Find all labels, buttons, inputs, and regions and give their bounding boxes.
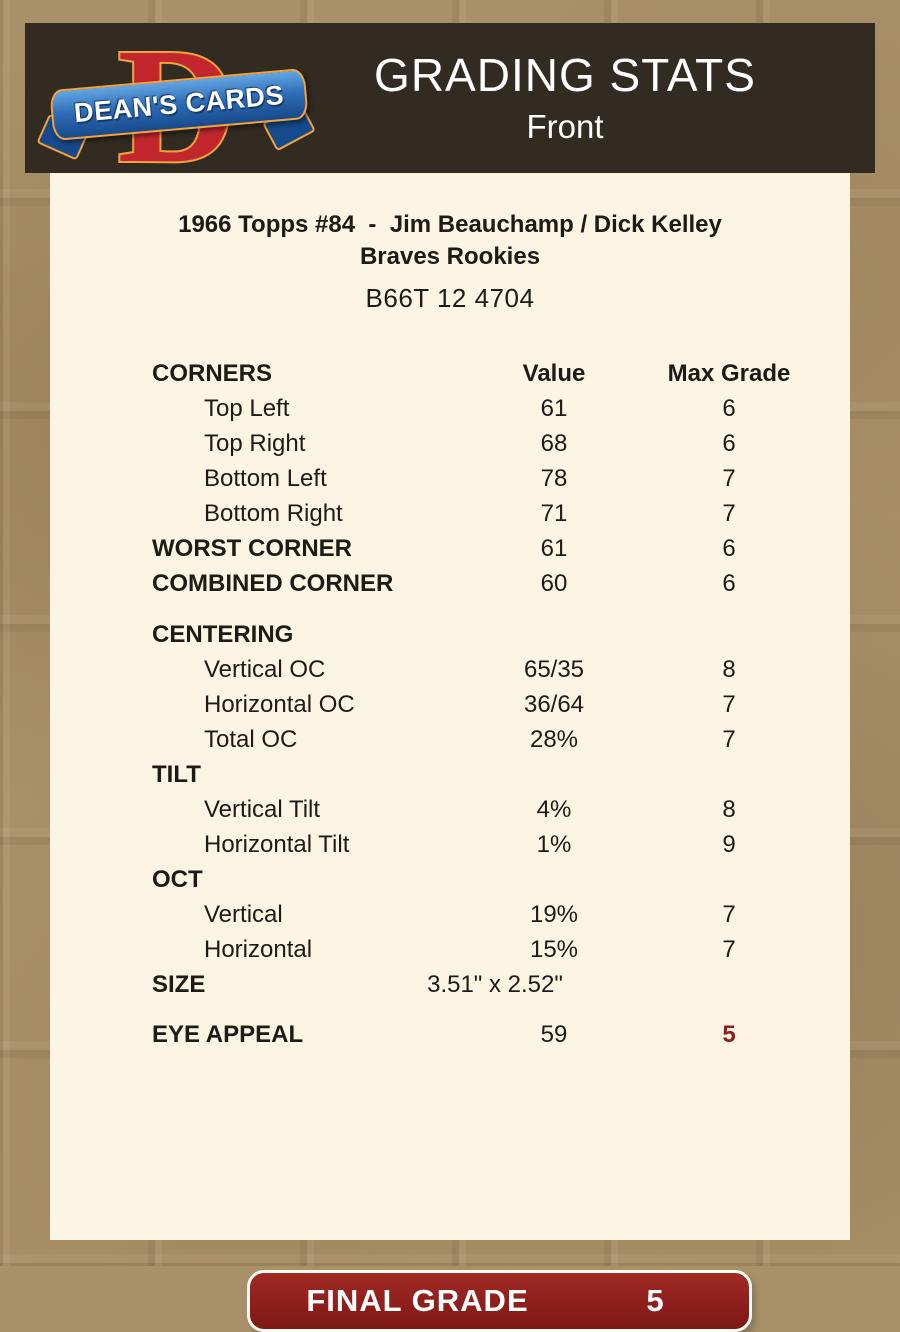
row-tilt-header: TILT (152, 761, 201, 788)
row-oct-horizontal: Horizontal 15% 7 (204, 936, 736, 963)
column-header-corners: CORNERS (152, 360, 273, 387)
card-title-line2: Braves Rookies (359, 243, 541, 270)
column-header-value: Value (522, 360, 586, 387)
column-header-max-grade: Max Grade (667, 360, 791, 387)
row-top-right: Top Right 68 6 (204, 430, 736, 457)
eye-appeal-grade: 5 (722, 1021, 736, 1048)
header-bar: D DEAN'S CARDS GRADING STATS Front (25, 23, 875, 181)
card-title: 1966 Topps #84 - Jim Beauchamp / Dick Ke… (50, 173, 850, 273)
row-size: SIZE 3.51" x 2.52" (152, 971, 563, 998)
row-vertical-oc: Vertical OC 65/35 8 (204, 656, 736, 683)
row-horizontal-tilt: Horizontal Tilt 1% 9 (204, 831, 736, 858)
row-horizontal-oc: Horizontal OC 36/64 7 (204, 691, 736, 718)
logo-text: DEAN'S CARDS (72, 79, 286, 129)
row-worst-corner: WORST CORNER 61 6 (152, 535, 736, 562)
page-title: GRADING STATS (374, 49, 756, 101)
row-combined-corner: COMBINED CORNER 60 6 (152, 570, 736, 597)
card-serial-number: B66T 12 4704 (365, 283, 535, 313)
row-bottom-left: Bottom Left 78 7 (204, 465, 736, 492)
grading-table: CORNERS Value Max Grade Top Left 61 6 To… (50, 356, 850, 1052)
row-vertical-tilt: Vertical Tilt 4% 8 (204, 796, 736, 823)
final-grade-value: 5 (646, 1283, 664, 1318)
page-subtitle: Front (526, 108, 604, 145)
final-grade-label: FINAL GRADE (306, 1283, 529, 1318)
card-title-line1: 1966 Topps #84 - Jim Beauchamp / Dick Ke… (178, 211, 722, 238)
stats-panel: 1966 Topps #84 - Jim Beauchamp / Dick Ke… (50, 173, 850, 1332)
row-centering-header: CENTERING (152, 621, 294, 648)
row-total-oc: Total OC 28% 7 (204, 726, 736, 753)
row-oct-header: OCT (152, 866, 203, 893)
deans-cards-logo: D DEAN'S CARDS (25, 23, 325, 181)
header-text-block: GRADING STATS Front (325, 23, 875, 173)
row-oct-vertical: Vertical 19% 7 (204, 901, 736, 928)
row-eye-appeal: EYE APPEAL 59 5 (152, 1017, 850, 1052)
table-header-row: CORNERS Value Max Grade (152, 356, 850, 391)
row-top-left: Top Left 61 6 (204, 395, 736, 422)
final-grade-button[interactable]: FINAL GRADE 5 (247, 1270, 752, 1332)
row-bottom-right: Bottom Right 71 7 (204, 500, 736, 527)
